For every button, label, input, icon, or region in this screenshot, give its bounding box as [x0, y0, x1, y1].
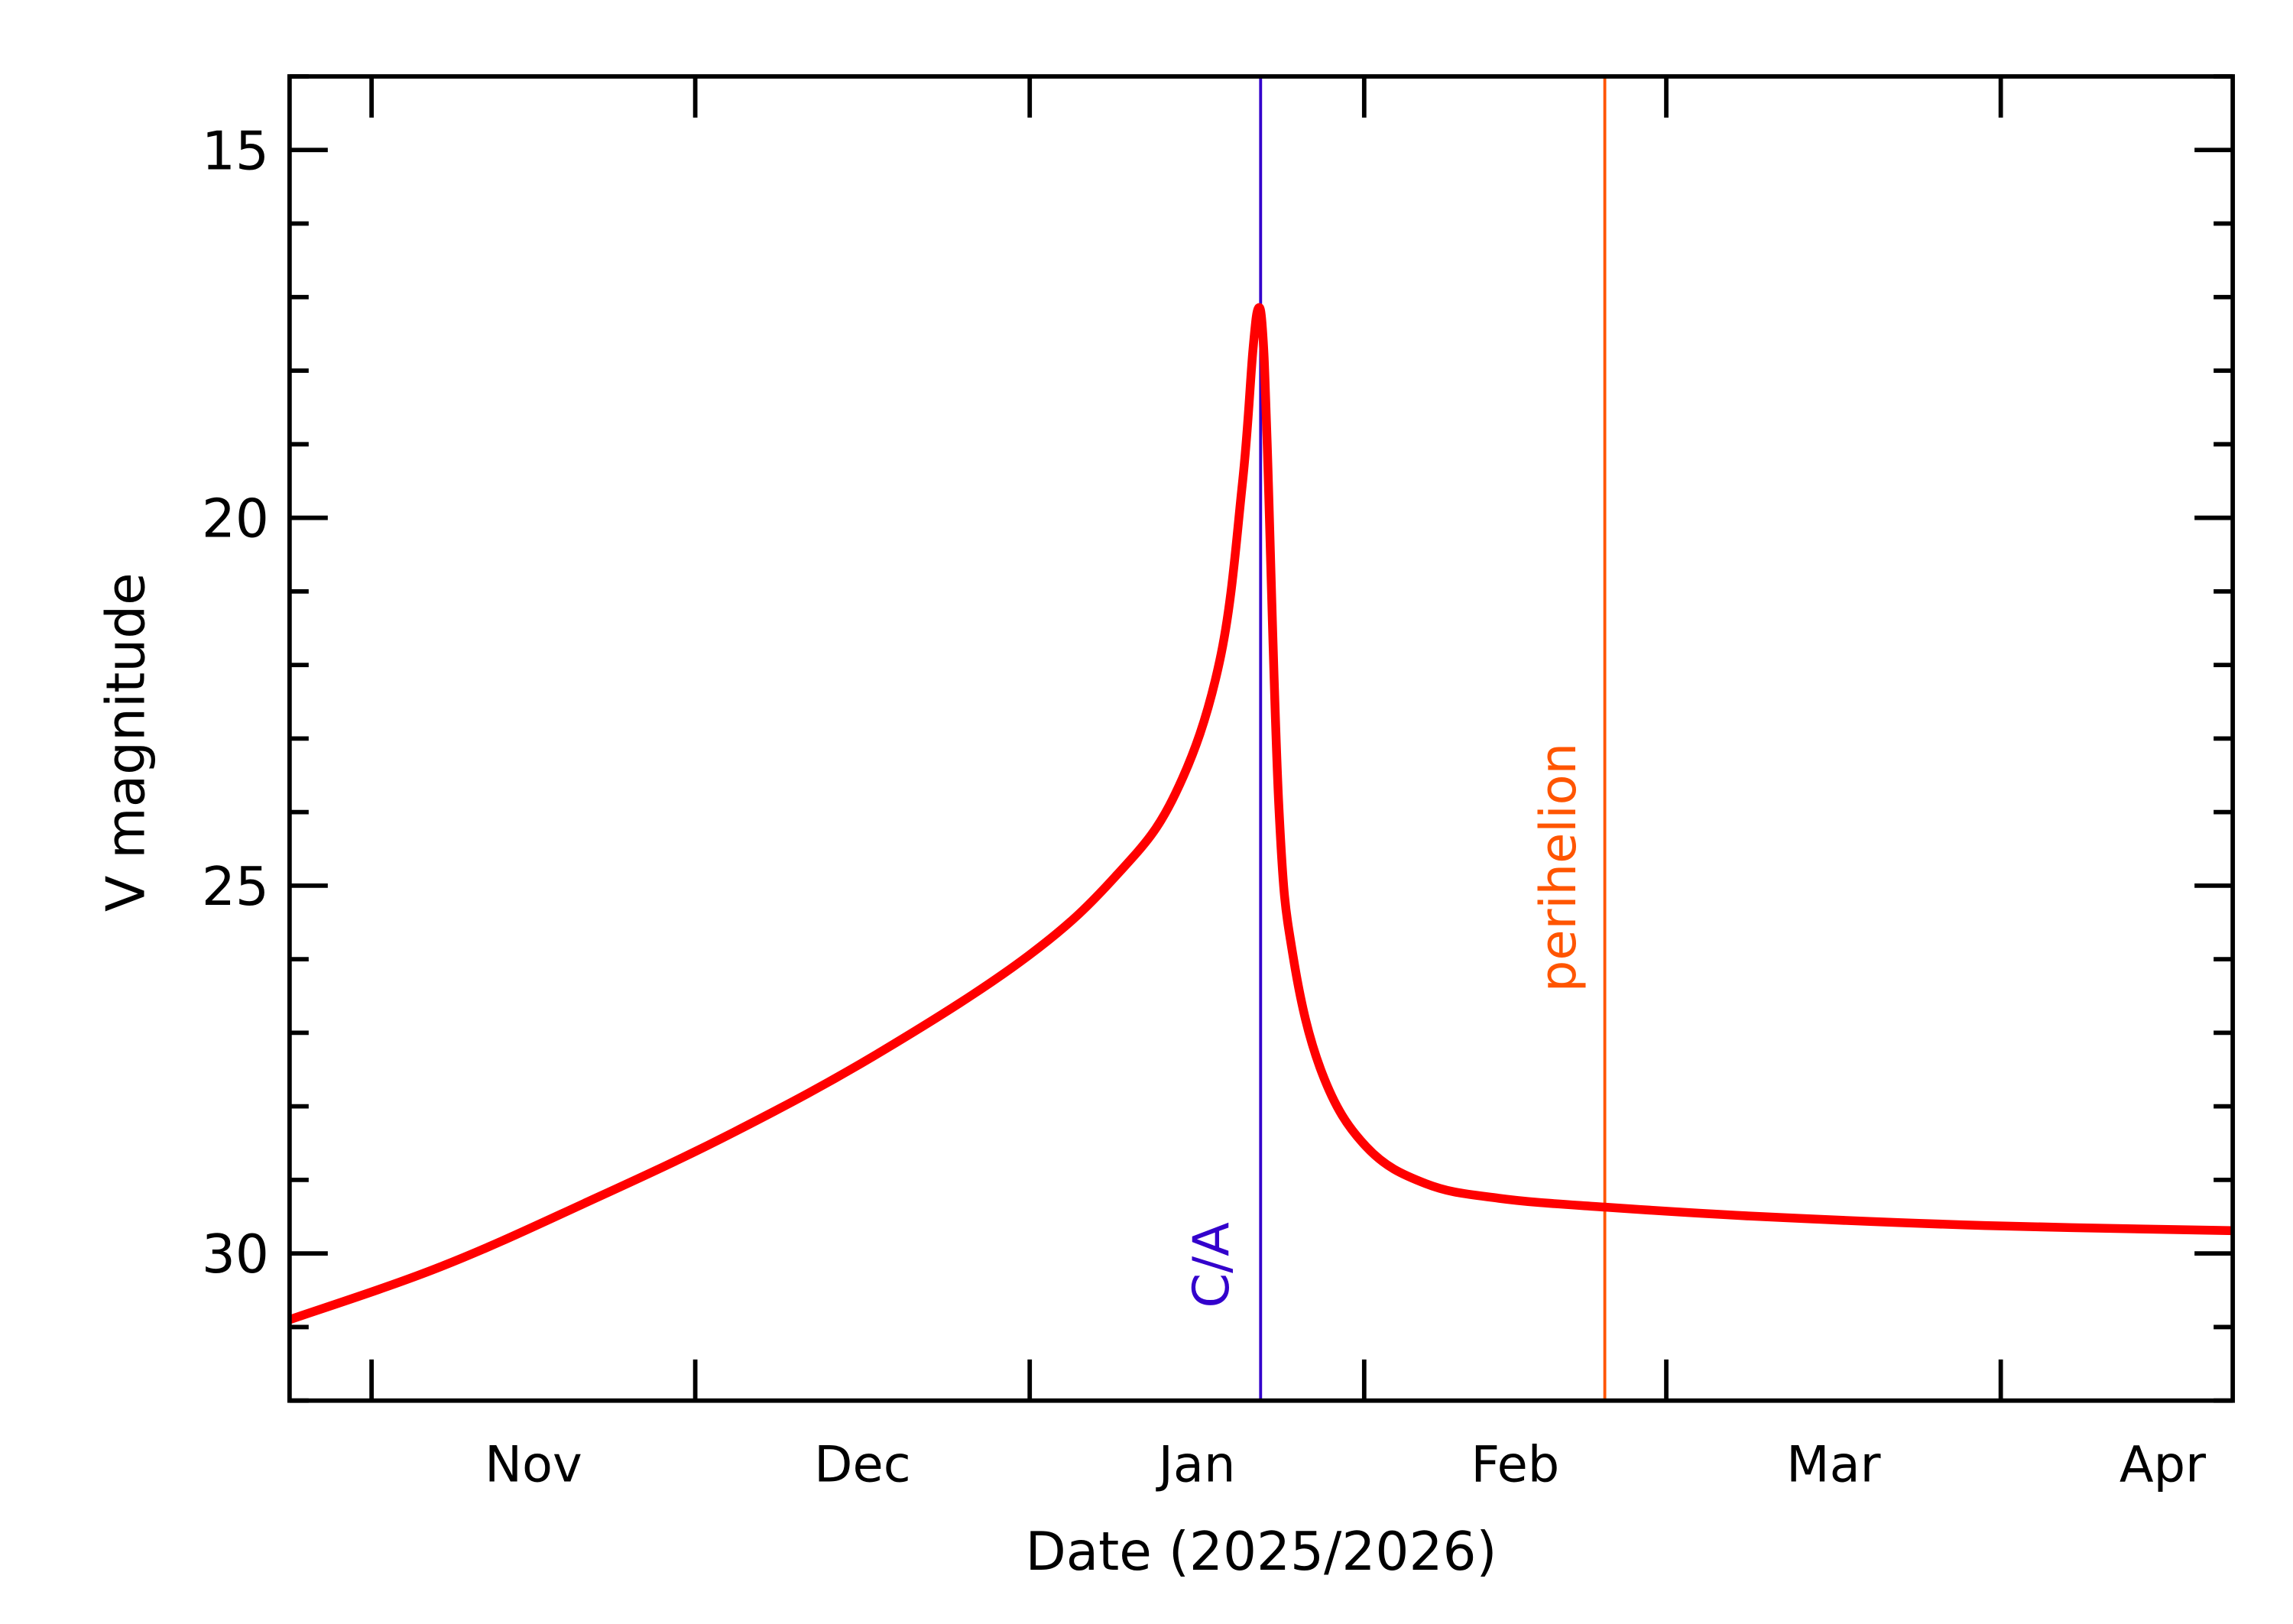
magnitude-curve — [287, 303, 2233, 1324]
closest-approach-label: C/A — [1182, 1222, 1241, 1308]
y-tick-label: 20 — [202, 489, 269, 550]
y-tick-label: 25 — [202, 857, 269, 918]
y-tick-label: 15 — [202, 121, 269, 182]
x-tick-label: Nov — [485, 1435, 582, 1493]
perihelion-label: perihelion — [1529, 743, 1588, 992]
y-axis-label: V magnitude — [96, 572, 157, 912]
x-tick-label: Feb — [1471, 1435, 1560, 1493]
x-tick-label: Mar — [1786, 1435, 1880, 1493]
x-tick-label: Apr — [2119, 1435, 2206, 1493]
y-tick-label: 30 — [202, 1224, 269, 1285]
x-tick-label: Jan — [1156, 1435, 1236, 1493]
x-tick-label: Dec — [814, 1435, 911, 1493]
x-axis-label: Date (2025/2026) — [1025, 1522, 1497, 1583]
